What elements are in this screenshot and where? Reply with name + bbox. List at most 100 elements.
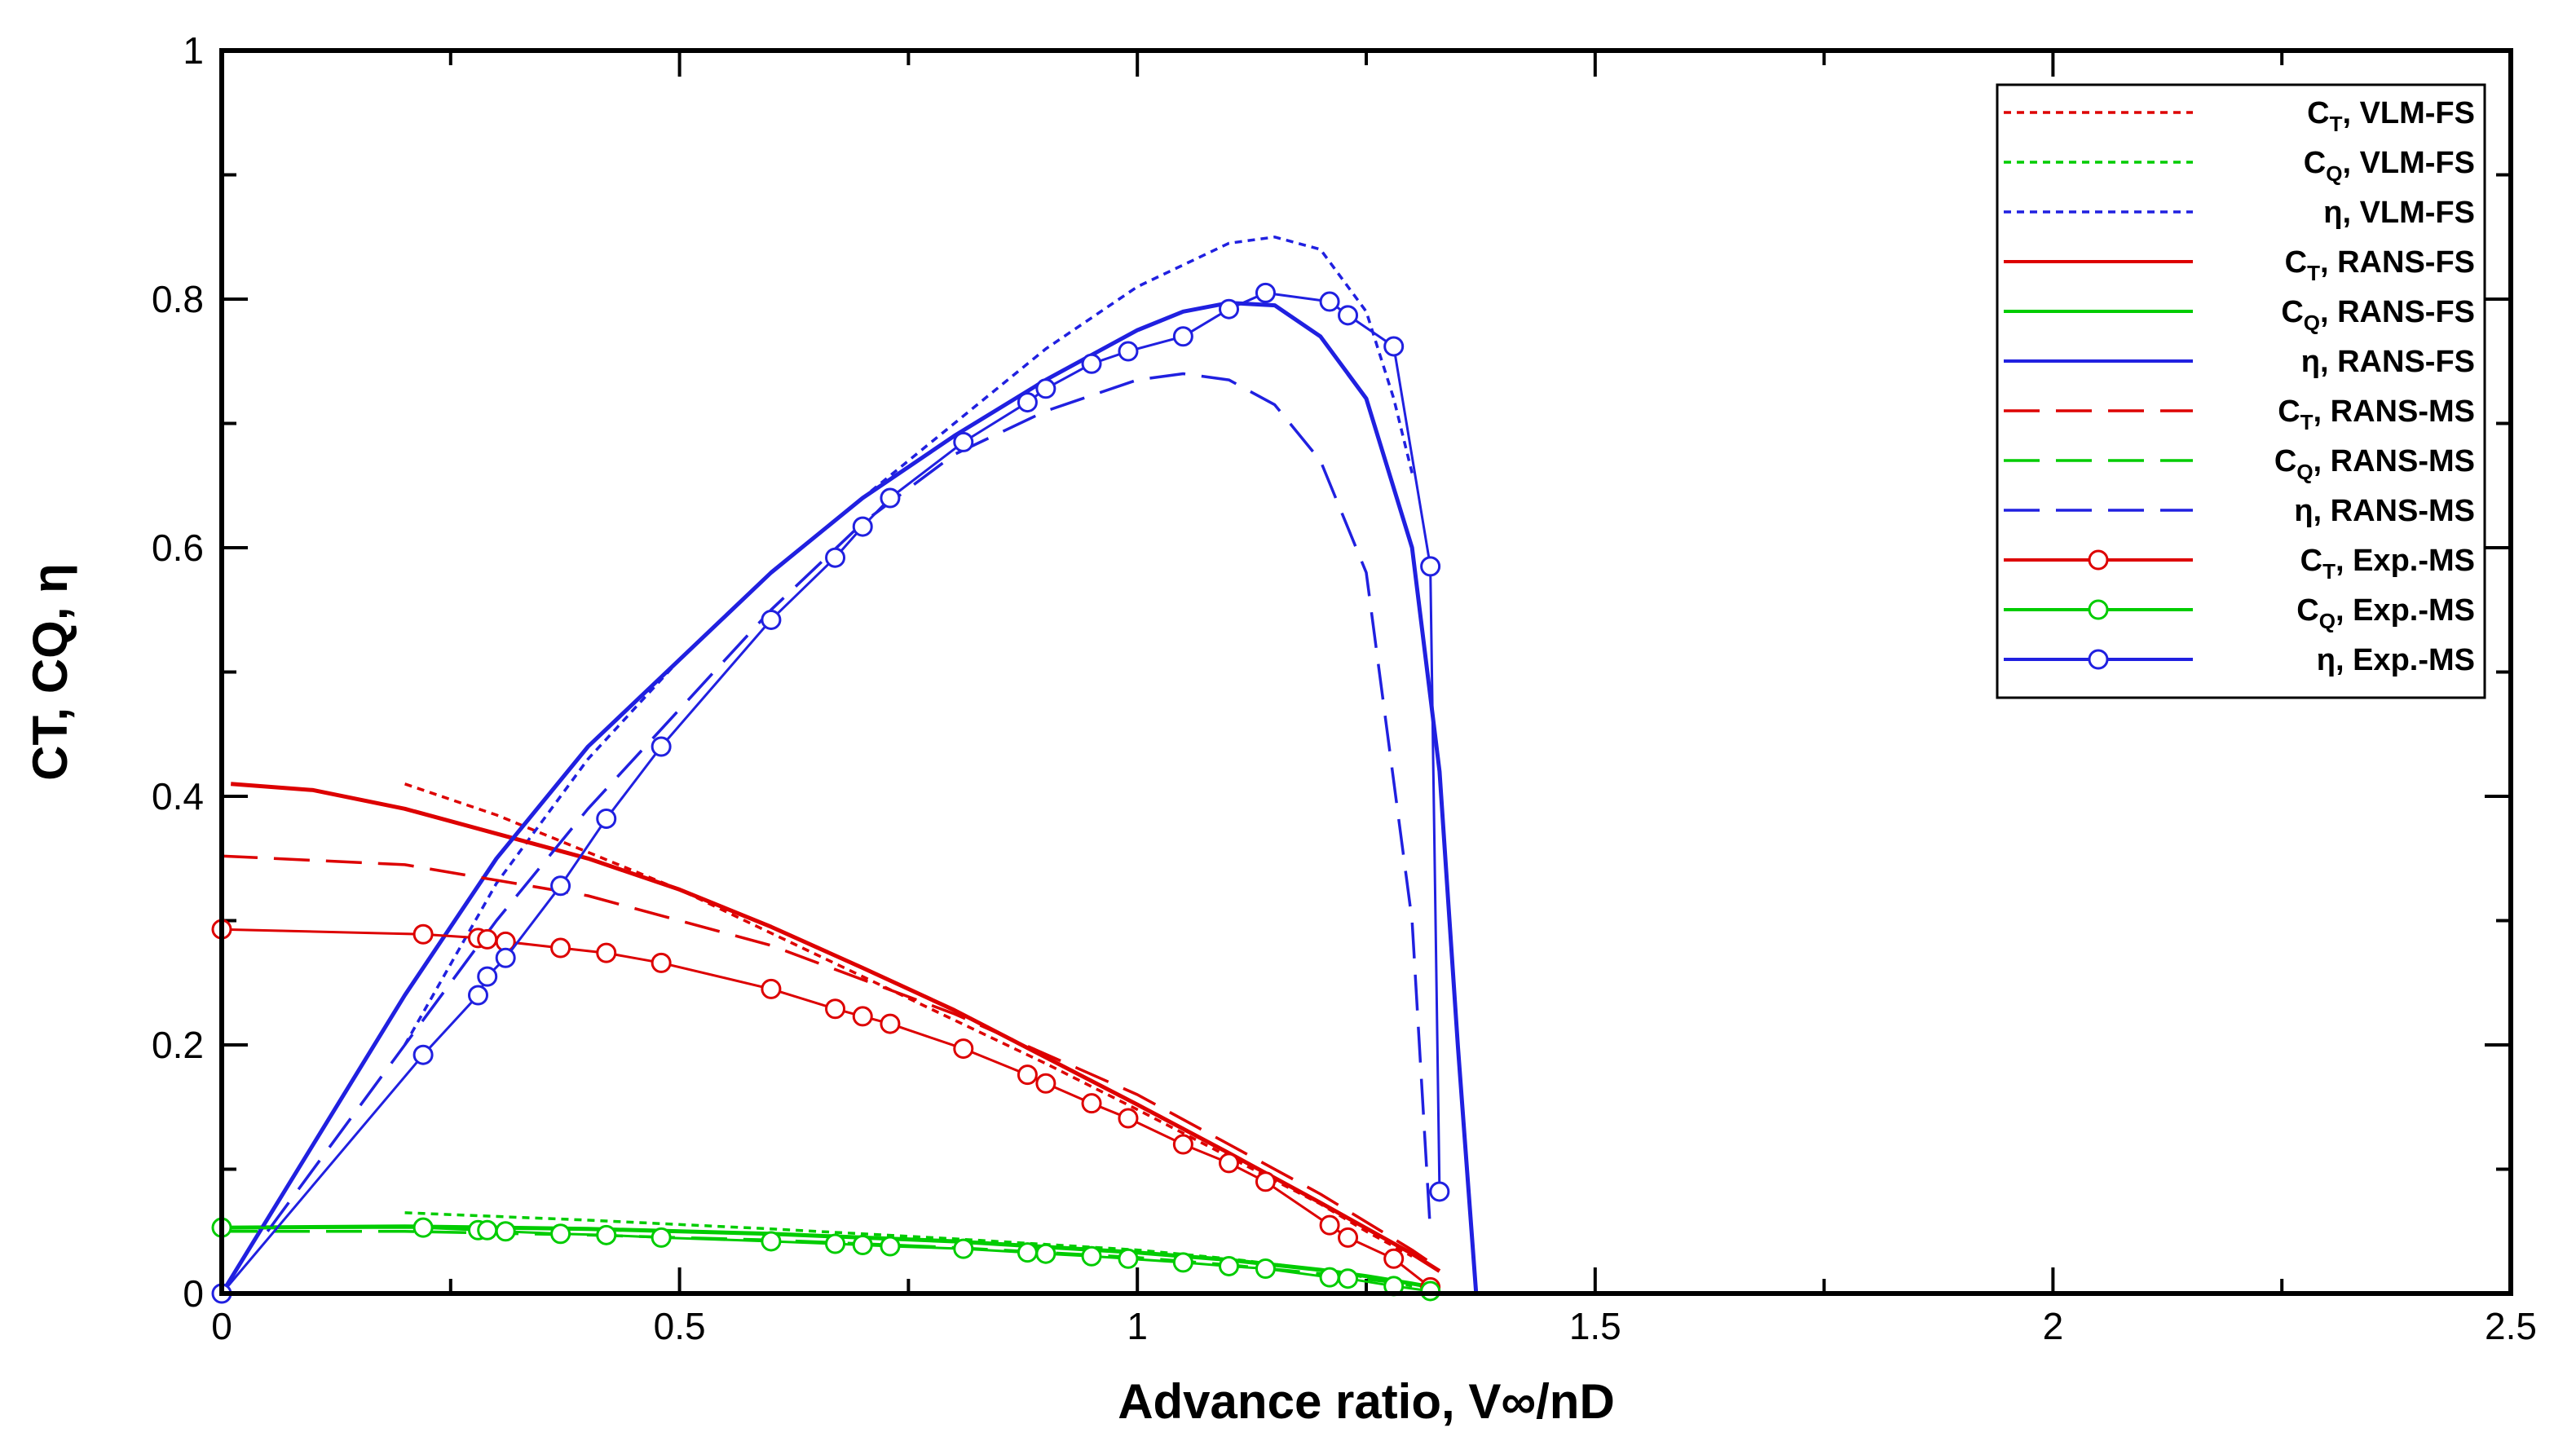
legend-item: CQ, RANS-MS xyxy=(2004,444,2475,484)
data-point xyxy=(495,947,516,968)
series-2 xyxy=(404,236,1414,1046)
legend-item: CQ, RANS-FS xyxy=(2004,295,2475,335)
data-point xyxy=(596,942,617,963)
legend-label: CT, RANS-MS xyxy=(2278,394,2475,434)
data-point xyxy=(1338,1227,1359,1248)
series-line xyxy=(231,782,1441,1273)
legend-item: CT, VLM-FS xyxy=(2004,96,2475,136)
data-point xyxy=(467,985,488,1006)
y-axis-title: CT, CQ, η xyxy=(23,563,77,781)
plot-frame xyxy=(219,48,2513,1296)
x-tick-label: 1.5 xyxy=(1569,1305,1621,1347)
series-line xyxy=(219,301,1479,1295)
series-11 xyxy=(211,282,1450,1304)
data-point xyxy=(495,1221,516,1242)
legend-label: η, Exp.-MS xyxy=(2317,643,2475,677)
x-tick-label: 2.5 xyxy=(2485,1305,2537,1347)
data-point xyxy=(761,609,782,630)
data-point xyxy=(1118,1108,1139,1129)
legend-label: CT, Exp.-MS xyxy=(2300,544,2475,584)
data-point xyxy=(953,431,974,452)
series-4 xyxy=(221,1224,1440,1291)
data-point xyxy=(1219,298,1240,320)
legend-item: CT, RANS-FS xyxy=(2004,245,2475,285)
data-point xyxy=(880,1236,901,1257)
data-point xyxy=(1255,282,1276,303)
data-point xyxy=(550,937,571,959)
data-point xyxy=(1017,392,1038,413)
series-layer xyxy=(211,236,1479,1304)
legend-item: CT, Exp.-MS xyxy=(2004,544,2475,584)
data-point xyxy=(1319,1214,1340,1236)
data-point xyxy=(651,1227,672,1248)
data-point xyxy=(953,1038,974,1060)
legend-label: CT, VLM-FS xyxy=(2307,96,2475,136)
data-point xyxy=(1035,1243,1056,1264)
data-point xyxy=(953,1238,974,1259)
series-3 xyxy=(231,782,1441,1273)
legend-label: η, RANS-MS xyxy=(2294,494,2475,528)
data-point xyxy=(1255,1258,1276,1279)
data-point xyxy=(651,736,672,757)
legend-item: η, RANS-MS xyxy=(2004,494,2475,528)
series-line xyxy=(266,372,1432,1232)
data-point xyxy=(1172,326,1193,347)
data-point xyxy=(1172,1252,1193,1273)
legend-marker xyxy=(2088,549,2109,571)
data-point xyxy=(1219,1255,1240,1276)
y-tick-label: 0.2 xyxy=(152,1024,204,1066)
legend-label: CQ, RANS-FS xyxy=(2281,295,2475,335)
x-tick-labels: 0 0.5 1 1.5 2 2.5 xyxy=(211,1305,2537,1347)
data-point xyxy=(825,547,846,568)
x-tick-label: 0.5 xyxy=(654,1305,706,1347)
series-1 xyxy=(404,1211,1413,1288)
data-point xyxy=(1118,341,1139,362)
data-point xyxy=(477,1219,498,1241)
legend: CT, VLM-FS CQ, VLM-FS η, VLM-FS CT, RANS-FS… xyxy=(1996,83,2486,699)
data-point xyxy=(477,928,498,950)
data-point xyxy=(596,808,617,829)
legend-box xyxy=(1996,83,2486,699)
y-tick-label: 0.4 xyxy=(152,775,204,818)
data-point xyxy=(1172,1134,1193,1155)
data-point xyxy=(1081,1245,1102,1267)
legend-label: η, RANS-FS xyxy=(2301,345,2475,379)
legend-item: η, VLM-FS xyxy=(2004,196,2475,230)
legend-item: CT, RANS-MS xyxy=(2004,394,2475,434)
data-point xyxy=(550,1223,571,1245)
legend-label: η, VLM-FS xyxy=(2323,196,2475,230)
data-point xyxy=(1383,336,1405,357)
data-point xyxy=(1118,1248,1139,1269)
series-line xyxy=(404,1211,1413,1288)
legend-item: CQ, VLM-FS xyxy=(2004,146,2475,186)
data-point xyxy=(1219,1153,1240,1174)
legend-marker xyxy=(2088,649,2109,670)
data-point xyxy=(1017,1064,1038,1086)
series-6 xyxy=(221,854,1440,1270)
legend-label: CQ, VLM-FS xyxy=(2304,146,2475,186)
y-tick-label: 0.6 xyxy=(152,527,204,569)
y-tick-label: 1 xyxy=(183,29,204,72)
data-point xyxy=(1081,1093,1102,1114)
data-point xyxy=(880,487,901,509)
data-point xyxy=(1255,1171,1276,1192)
data-point xyxy=(1017,1242,1038,1263)
x-axis-title: Advance ratio, V∞/nD xyxy=(1118,1374,1615,1429)
series-9 xyxy=(211,919,1441,1298)
data-point xyxy=(852,1006,873,1027)
data-point xyxy=(1319,291,1340,312)
series-line xyxy=(221,854,1440,1270)
legend-item: η, RANS-FS xyxy=(2004,345,2475,379)
data-point xyxy=(1035,1073,1056,1094)
series-8 xyxy=(266,372,1432,1232)
data-point xyxy=(825,998,846,1020)
data-point xyxy=(852,516,873,537)
data-point xyxy=(1429,1181,1450,1202)
y-tick-label: 0.8 xyxy=(152,278,204,320)
legend-label: CQ, Exp.-MS xyxy=(2296,593,2475,633)
data-point xyxy=(412,1217,434,1238)
data-point xyxy=(1319,1267,1340,1288)
legend-label: CT, RANS-FS xyxy=(2285,245,2475,285)
legend-label: CQ, RANS-MS xyxy=(2274,444,2475,484)
